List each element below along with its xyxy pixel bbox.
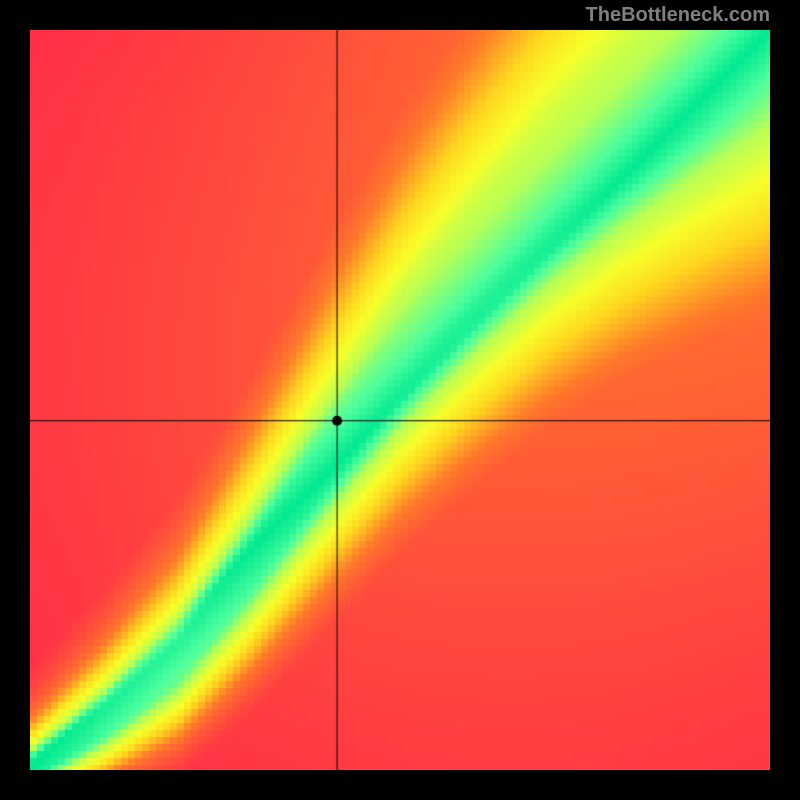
watermark-text: TheBottleneck.com — [586, 4, 770, 27]
bottleneck-heatmap — [30, 30, 770, 770]
chart-container: TheBottleneck.com — [0, 0, 800, 800]
